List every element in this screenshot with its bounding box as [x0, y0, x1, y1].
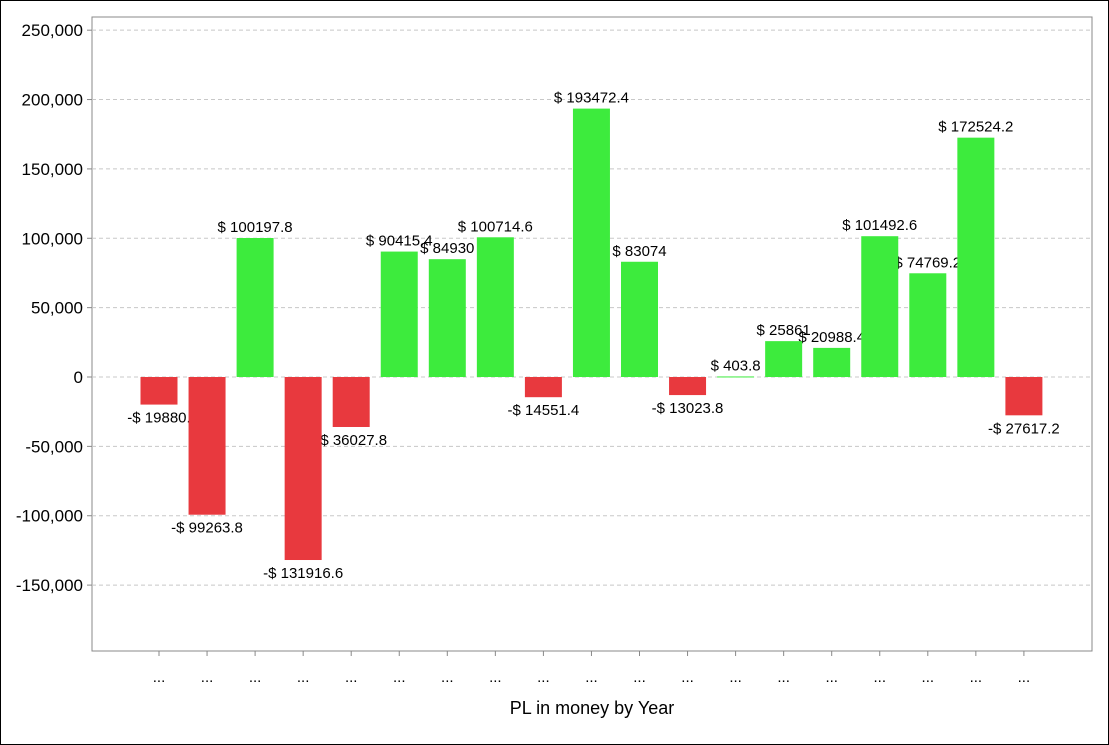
bar — [765, 341, 803, 378]
x-tick-label: ... — [153, 669, 166, 686]
y-tick-label: -50,000 — [25, 437, 83, 456]
x-axis-label: PL in money by Year — [510, 698, 674, 718]
x-tick-label: ... — [489, 669, 502, 686]
x-tick-label: ... — [729, 669, 742, 686]
data-label: $ 193472.4 — [554, 90, 629, 107]
data-label: -$ 27617.2 — [988, 420, 1060, 437]
bar — [909, 273, 947, 378]
bar — [1005, 377, 1043, 416]
bar — [284, 377, 322, 561]
y-tick-label: -150,000 — [16, 576, 83, 595]
data-label: $ 25861 — [757, 322, 811, 339]
x-tick-label: ... — [441, 669, 454, 686]
y-tick-label: 100,000 — [22, 229, 83, 248]
bar — [572, 108, 610, 378]
data-label: $ 20988.4 — [798, 329, 865, 346]
bar — [813, 347, 851, 378]
data-label: $ 100197.8 — [218, 219, 293, 236]
x-tick-label: ... — [297, 669, 310, 686]
x-tick-label: ... — [681, 669, 694, 686]
data-label: -$ 99263.8 — [171, 520, 243, 537]
bar — [236, 238, 274, 378]
bar — [380, 251, 418, 378]
x-tick-label: ... — [777, 669, 790, 686]
plot-frame — [91, 16, 1093, 652]
y-tick-label: 250,000 — [22, 21, 83, 40]
bar — [957, 137, 995, 378]
bar — [476, 237, 514, 378]
bar — [428, 259, 466, 378]
data-label: -$ 19880. — [127, 410, 190, 427]
bar — [524, 377, 562, 398]
x-tick-label: ... — [873, 669, 886, 686]
data-label: $ 84930 — [420, 240, 474, 257]
y-tick-label: 50,000 — [31, 299, 83, 318]
y-tick-label: -100,000 — [16, 507, 83, 526]
y-tick-label: 0 — [74, 368, 83, 387]
data-label: $ 101492.6 — [842, 217, 917, 234]
x-tick-label: ... — [1018, 669, 1031, 686]
data-label: $ 74769.2 — [894, 254, 961, 271]
data-label: $ 90415.4 — [366, 233, 433, 250]
x-tick-label: ... — [393, 669, 406, 686]
x-tick-label: ... — [585, 669, 598, 686]
data-label: $ 403.8 — [711, 357, 761, 374]
data-label: $ 83074 — [612, 243, 666, 260]
data-label: -$ 131916.6 — [263, 565, 343, 582]
x-tick-label: ... — [537, 669, 550, 686]
x-tick-label: ... — [345, 669, 358, 686]
bar — [621, 261, 658, 378]
x-tick-label: ... — [633, 669, 646, 686]
bar — [861, 236, 899, 378]
bar — [332, 377, 370, 427]
bar — [669, 377, 707, 396]
data-label: $ 172524.2 — [938, 119, 1013, 136]
x-tick-label: ... — [825, 669, 838, 686]
data-label: -$ 13023.8 — [652, 400, 724, 417]
data-label: -$ 14551.4 — [508, 402, 580, 419]
x-tick-label: ... — [249, 669, 262, 686]
y-tick-label: 200,000 — [22, 91, 83, 110]
bar — [717, 376, 755, 378]
y-tick-label: 150,000 — [22, 160, 83, 179]
bar — [188, 377, 226, 515]
x-tick-label: ... — [922, 669, 935, 686]
x-tick-label: ... — [970, 669, 983, 686]
data-label: -$ 36027.8 — [315, 432, 387, 449]
data-label: $ 100714.6 — [458, 218, 533, 235]
x-tick-label: ... — [201, 669, 214, 686]
bar — [140, 377, 178, 405]
